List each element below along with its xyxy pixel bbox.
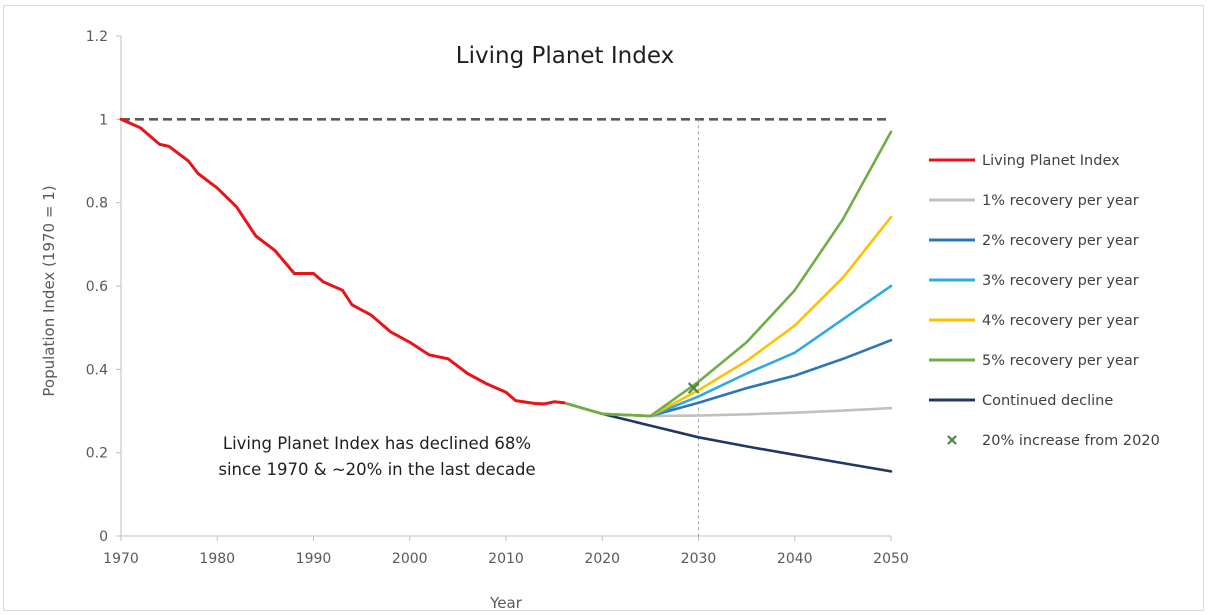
x-axis-title: Year: [489, 594, 523, 610]
reference-lines: [121, 118, 891, 536]
chart-frame: Living Planet Index 0 0.2 0.4 0.6 0.8 1 1.2 197…: [3, 5, 1204, 612]
annotation-line-2: since 1970 & ~20% in the last decade: [218, 460, 535, 479]
legend-item-20-increase-from-2020: 20% increase from 2020: [947, 433, 1160, 449]
chart-title: Living Planet Index: [456, 43, 674, 69]
legend-item-continued-decline: Continued decline: [929, 393, 1113, 409]
legend-item-5-recovery-per-year: 5% recovery per year: [929, 353, 1139, 369]
legend-label: 2% recovery per year: [982, 233, 1139, 249]
legend-marker-stroke: [947, 435, 957, 445]
x-tick-label: 2050: [873, 551, 909, 567]
living-planet-index-chart: Living Planet Index 0 0.2 0.4 0.6 0.8 1 1.2 197…: [40, 29, 1160, 612]
legend-item-4-recovery-per-year: 4% recovery per year: [929, 313, 1139, 329]
series-marker-20-increase-from-2020: [687, 382, 700, 394]
y-axis-title: Population Index (1970 = 1): [40, 185, 58, 396]
legend-label: 20% increase from 2020: [982, 433, 1160, 449]
series-line-4-recovery-per-year: [562, 215, 893, 418]
series-line-2-recovery-per-year: [562, 338, 893, 418]
y-tick-label: 0.8: [86, 196, 108, 212]
series-line-living-planet-index: [119, 117, 566, 406]
series-line-continued-decline: [562, 401, 893, 473]
legend-label: 3% recovery per year: [982, 273, 1139, 289]
x-tick-label: 1970: [103, 551, 139, 567]
x-tick-label: 2040: [777, 551, 813, 567]
legend-item-living-planet-index: Living Planet Index: [929, 153, 1120, 169]
y-tick-label: 0: [99, 529, 108, 545]
legend-label: Living Planet Index: [982, 153, 1120, 169]
marker-stroke: [687, 382, 700, 394]
y-tick-label: 1: [99, 112, 108, 128]
legend-label: 4% recovery per year: [982, 313, 1139, 329]
y-tick-label: 0.4: [86, 362, 108, 378]
series-layer: [119, 117, 893, 473]
y-tick-label: 1.2: [86, 29, 108, 45]
x-tick-label: 2030: [681, 551, 717, 567]
x-tick-label: 1990: [296, 551, 332, 567]
axes: 0 0.2 0.4 0.6 0.8 1 1.2 1970 1980 1990 2000 2010 202…: [86, 29, 909, 567]
series-line-3-recovery-per-year: [562, 284, 893, 418]
x-tick-label: 2010: [488, 551, 524, 567]
annotation-line-1: Living Planet Index has declined 68%: [223, 434, 531, 453]
x-tick-label: 2000: [392, 551, 428, 567]
series-line-5-recovery-per-year: [562, 130, 893, 418]
legend-item-3-recovery-per-year: 3% recovery per year: [929, 273, 1139, 289]
legend-label: 5% recovery per year: [982, 353, 1139, 369]
y-tick-label: 0.2: [86, 446, 108, 462]
legend-item-2-recovery-per-year: 2% recovery per year: [929, 233, 1139, 249]
legend-label: Continued decline: [982, 393, 1113, 409]
legend-item-1-recovery-per-year: 1% recovery per year: [929, 193, 1139, 209]
x-tick-label: 2020: [584, 551, 620, 567]
x-tick-label: 1980: [199, 551, 235, 567]
y-tick-label: 0.6: [86, 279, 108, 295]
legend: Living Planet Index 1% recovery per year 2…: [929, 153, 1160, 449]
legend-label: 1% recovery per year: [982, 193, 1139, 209]
